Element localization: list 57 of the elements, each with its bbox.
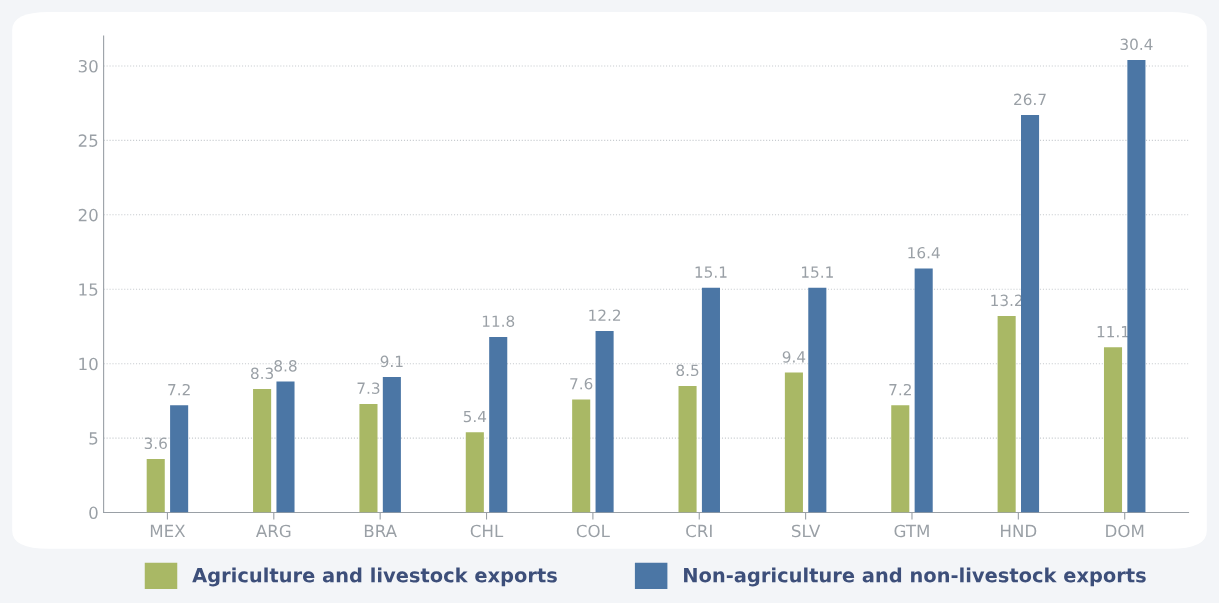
data-label: 7.2 [889, 383, 911, 396]
x-tick-label: HND [1001, 524, 1037, 538]
data-label: 9.1 [380, 355, 403, 368]
data-label: 8.3 [250, 367, 274, 380]
data-label: 5.4 [463, 410, 487, 423]
data-label: 7.2 [168, 383, 190, 396]
x-tick-label: GTM [894, 524, 929, 538]
x-tick-label: COL [576, 524, 610, 538]
data-label: 12.2 [589, 309, 621, 321]
bar [170, 405, 189, 513]
bar [382, 377, 401, 513]
x-tick-label: SLV [792, 524, 821, 538]
bar [891, 405, 910, 513]
bar [997, 316, 1016, 513]
bar [678, 386, 697, 513]
y-tick-label: 30 [78, 59, 98, 73]
x-tick-label: MEX [150, 524, 186, 538]
y-tick-label: 0 [89, 506, 98, 520]
bar [489, 336, 508, 513]
bar [1021, 115, 1040, 513]
bar [253, 388, 272, 513]
bar [914, 268, 933, 513]
y-tick-label: 5 [89, 432, 98, 445]
data-label: 8.8 [274, 360, 297, 372]
data-label: 7.6 [570, 377, 593, 390]
data-label: 8.5 [676, 364, 699, 377]
bar [1103, 347, 1123, 513]
y-tick-label: 25 [78, 134, 98, 147]
bar [595, 330, 614, 513]
bar [784, 372, 803, 513]
bar [701, 287, 720, 513]
data-label: 7.3 [357, 382, 380, 394]
x-tick-label: BRA [364, 524, 397, 538]
data-label: 15.1 [695, 266, 727, 278]
data-label: 26.7 [1014, 93, 1046, 106]
y-tick-label: 20 [78, 208, 98, 222]
data-label: 16.4 [908, 246, 940, 259]
bar [465, 432, 484, 513]
bar [146, 458, 165, 513]
data-label: 11.8 [482, 315, 515, 327]
y-tick-label: 15 [79, 283, 98, 296]
y-tick-label: 10 [79, 357, 98, 371]
legend-label: Non-agriculture and non-livestock exports [684, 567, 1146, 587]
bar [572, 399, 591, 513]
bar [359, 403, 378, 513]
bar [276, 381, 295, 513]
data-label: 3.6 [144, 437, 167, 450]
bar [1127, 60, 1146, 513]
data-label: 30.4 [1120, 38, 1153, 51]
x-tick-label: CHL [470, 524, 504, 538]
data-label: 15.1 [801, 266, 833, 278]
data-label: 9.4 [782, 351, 806, 363]
x-tick-label: ARG [255, 524, 291, 538]
x-tick-label: CRI [686, 524, 712, 538]
x-tick-label: DOM [1106, 524, 1144, 538]
legend-label: Agriculture and livestock exports [192, 567, 557, 587]
bar [808, 287, 827, 513]
